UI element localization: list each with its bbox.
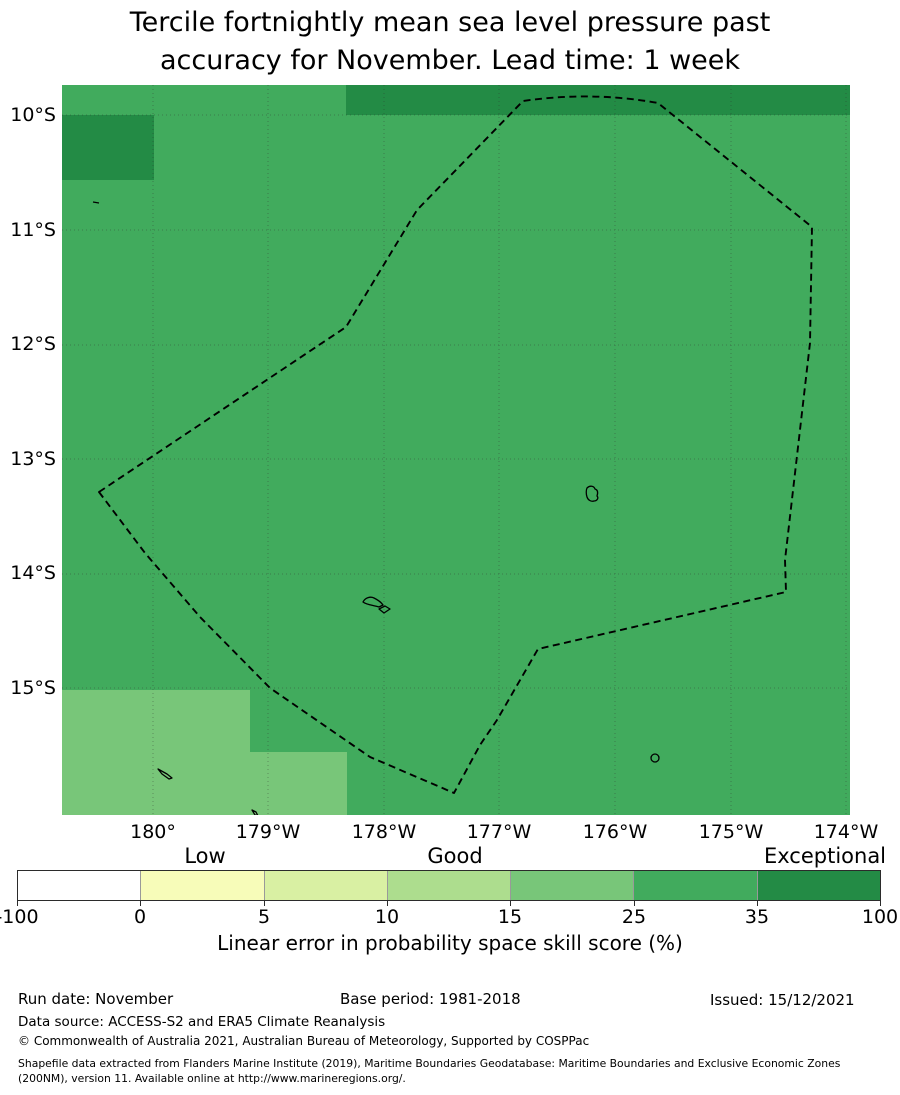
colorbar-segment (633, 871, 757, 900)
copyright-text: © Commonwealth of Australia 2021, Austra… (18, 1034, 590, 1048)
colorbar-segment (18, 871, 141, 900)
colorbar-axis-label: Linear error in probability space skill … (217, 931, 683, 955)
lon-tick-label: 180° (130, 821, 176, 843)
lon-tick-label: 179°W (235, 821, 301, 843)
lon-tick-label: 177°W (466, 821, 532, 843)
colorbar-tick-mark (634, 901, 635, 906)
colorbar-tick-mark (510, 901, 511, 906)
colorbar-tick-label: 25 (621, 906, 647, 928)
colorbar-tick-mark (387, 901, 388, 906)
map-canvas (62, 85, 850, 815)
lat-tick-label: 12°S (10, 333, 56, 355)
island-outline-central (585, 485, 599, 502)
colorbar-tick-mark (264, 901, 265, 906)
colorbar-segment (140, 871, 264, 900)
run-date-text: Run date: November (18, 990, 174, 1008)
eez-boundary-path (98, 95, 813, 794)
graticule-gridlines (62, 85, 850, 815)
title-line-1: Tercile fortnightly mean sea level press… (129, 7, 771, 38)
island-outline-southeast (650, 753, 660, 763)
lat-tick-label: 11°S (10, 219, 56, 241)
lon-tick-label: 174°W (813, 821, 879, 843)
island-outline-bottom-tiny (251, 809, 259, 815)
lat-tick-label: 13°S (10, 448, 56, 470)
colorbar-tick-label: -100 (0, 906, 39, 928)
lon-tick-label: 175°W (698, 821, 764, 843)
colorbar-tick-label: 35 (744, 906, 770, 928)
colorbar-segment (510, 871, 634, 900)
island-outline-west-diamond (378, 605, 391, 614)
skill-cell-dark-northwest (62, 115, 154, 180)
lon-tick-label: 176°W (582, 821, 648, 843)
lon-tick-label: 178°W (351, 821, 417, 843)
colorbar-category-label-exceptional: Exceptional (763, 844, 887, 868)
colorbar (17, 870, 881, 901)
figure-title: Tercile fortnightly mean sea level press… (0, 4, 900, 80)
colorbar-segment (386, 871, 511, 900)
skill-cell-light-southwest (62, 690, 250, 815)
lat-tick-label: 14°S (10, 562, 56, 584)
skill-cell-dark-top-band (346, 85, 850, 115)
colorbar-tick-mark (140, 901, 141, 906)
colorbar-tick-label: 100 (861, 906, 899, 928)
island-outline-southwest (157, 768, 173, 780)
colorbar-tick-label: 0 (133, 906, 147, 928)
title-line-2: accuracy for November. Lead time: 1 week (159, 45, 741, 76)
colorbar-tick-mark (880, 901, 881, 906)
issued-date-text: Issued: 15/12/2021 (710, 991, 855, 1009)
shapefile-attribution-text: Shapefile data extracted from Flanders M… (18, 1057, 841, 1085)
lat-tick-label: 15°S (10, 677, 56, 699)
colorbar-tick-label: 15 (497, 906, 523, 928)
colorbar-tick-mark (17, 901, 18, 906)
colorbar-tick-label: 10 (374, 906, 400, 928)
island-outline-tiny-north (92, 201, 100, 204)
colorbar-segment (263, 871, 387, 900)
colorbar-tick-label: 5 (257, 906, 271, 928)
island-outlines (92, 201, 660, 815)
lat-tick-label: 10°S (10, 104, 56, 126)
data-source-text: Data source: ACCESS-S2 and ERA5 Climate … (18, 1014, 386, 1030)
skill-cell-light-south (250, 752, 347, 815)
colorbar-segment (756, 871, 880, 900)
map-overlay-svg (62, 85, 850, 815)
island-outline-west-sliver (362, 596, 384, 608)
colorbar-category-label-good: Good (427, 844, 483, 868)
colorbar-category-label-low: Low (184, 844, 226, 868)
colorbar-tick-mark (757, 901, 758, 906)
base-period-text: Base period: 1981-2018 (340, 990, 521, 1008)
